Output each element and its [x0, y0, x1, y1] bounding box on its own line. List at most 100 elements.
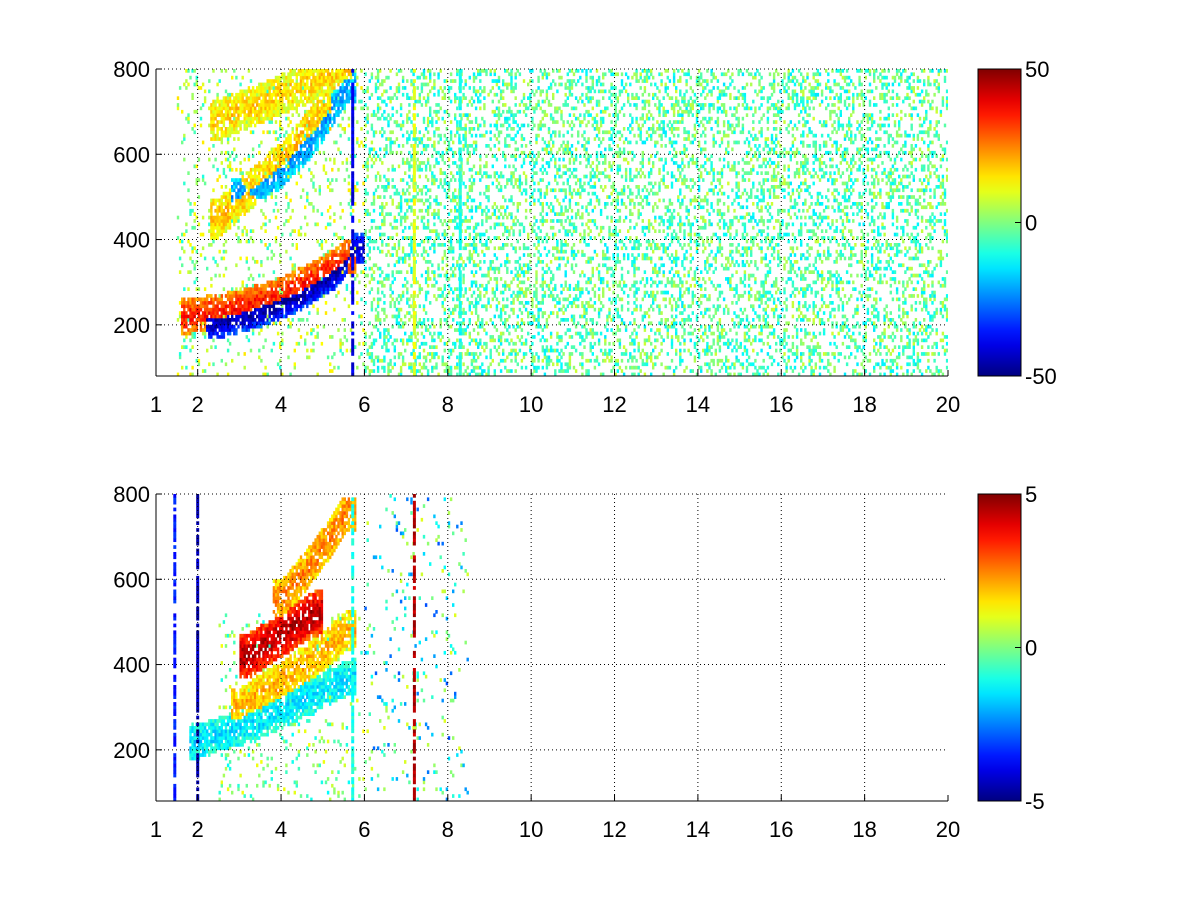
- heatmap-cell: [322, 167, 326, 172]
- heatmap-cell: [201, 215, 205, 220]
- heatmap-cell: [226, 103, 230, 107]
- heatmap-cell: [329, 157, 332, 162]
- heatmap-cell: [433, 92, 436, 97]
- heatmap-cell: [395, 318, 399, 322]
- heatmap-cell: [222, 167, 226, 172]
- heatmap-cell: [251, 109, 255, 114]
- heatmap-cell: [412, 195, 415, 199]
- heatmap-cell: [468, 75, 471, 80]
- heatmap-cell: [481, 116, 484, 121]
- heatmap-cell: [256, 99, 259, 104]
- heatmap-cell: [272, 181, 276, 186]
- heatmap-cell: [497, 99, 501, 104]
- heatmap-cell: [491, 260, 494, 264]
- heatmap-cell: [201, 140, 205, 145]
- heatmap-cell: [522, 96, 526, 100]
- heatmap-cell: [351, 270, 355, 274]
- heatmap-cell: [220, 198, 223, 203]
- heatmap-cell: [299, 283, 303, 288]
- heatmap-cell: [497, 335, 501, 339]
- heatmap-cell: [449, 311, 453, 315]
- heatmap-cell: [256, 96, 259, 100]
- heatmap-cell: [449, 249, 453, 254]
- heatmap-cell: [343, 273, 346, 278]
- heatmap-cell: [295, 290, 298, 295]
- heatmap-cell: [345, 239, 349, 244]
- heatmap-cell: [435, 345, 438, 349]
- heatmap-cell: [276, 137, 280, 141]
- heatmap-cell: [270, 174, 273, 179]
- heatmap-cell: [224, 103, 228, 107]
- heatmap-cell: [410, 338, 413, 343]
- heatmap-cell: [264, 229, 267, 233]
- heatmap-cell: [306, 283, 309, 288]
- heatmap-cell: [279, 127, 282, 131]
- heatmap-cell: [374, 324, 378, 329]
- heatmap-cell: [281, 154, 284, 158]
- heatmap-cell: [479, 372, 482, 376]
- heatmap-cell: [193, 219, 196, 223]
- heatmap-cell: [420, 372, 424, 376]
- heatmap-cell: [272, 294, 276, 298]
- heatmap-cell: [262, 181, 265, 186]
- heatmap-cell: [424, 198, 428, 203]
- heatmap-cell: [429, 324, 432, 329]
- heatmap-cell: [295, 147, 298, 152]
- heatmap-cell: [241, 328, 244, 332]
- heatmap-cell: [383, 174, 386, 179]
- heatmap-cell: [283, 75, 286, 80]
- heatmap-cell: [224, 69, 228, 73]
- heatmap-cell: [268, 307, 271, 312]
- heatmap-cell: [191, 324, 194, 329]
- heatmap-cell: [420, 150, 424, 155]
- heatmap-cell: [502, 304, 505, 309]
- heatmap-cell: [354, 256, 357, 261]
- heatmap-cell: [247, 297, 251, 302]
- heatmap-cell: [339, 99, 342, 104]
- heatmap-cell: [385, 328, 388, 332]
- heatmap-cell: [339, 266, 342, 271]
- heatmap-cell: [431, 365, 434, 370]
- heatmap-cell: [339, 150, 342, 155]
- heatmap-cell: [189, 270, 192, 274]
- heatmap-cell: [216, 331, 219, 336]
- heatmap-cell: [289, 256, 292, 261]
- heatmap-cell: [183, 321, 186, 326]
- heatmap-cell: [429, 164, 432, 169]
- heatmap-cell: [410, 178, 413, 182]
- heatmap-cell: [447, 369, 451, 373]
- heatmap-cell: [343, 249, 346, 254]
- heatmap-cell: [474, 120, 478, 124]
- heatmap-cell: [472, 246, 476, 251]
- heatmap-cell: [235, 181, 238, 186]
- heatmap-cell: [185, 116, 188, 121]
- heatmap-cell: [477, 301, 480, 305]
- heatmap-cell: [306, 154, 309, 158]
- heatmap-cell: [391, 270, 394, 274]
- heatmap-cell: [443, 311, 446, 315]
- heatmap-cell: [274, 297, 278, 302]
- heatmap-cell: [443, 205, 446, 210]
- heatmap-cell: [231, 219, 234, 223]
- heatmap-cell: [299, 82, 303, 87]
- heatmap-cell: [341, 256, 344, 261]
- heatmap-cell: [510, 174, 513, 179]
- heatmap-cell: [479, 297, 482, 302]
- heatmap-cell: [245, 307, 248, 312]
- heatmap-cell: [424, 167, 428, 172]
- heatmap-cell: [276, 362, 280, 367]
- heatmap-cell: [379, 106, 382, 111]
- heatmap-cell: [470, 120, 474, 124]
- heatmap-cell: [339, 273, 342, 278]
- heatmap-cell: [389, 335, 392, 339]
- heatmap-cell: [391, 198, 394, 203]
- heatmap-cell: [228, 324, 232, 329]
- heatmap-cell: [187, 287, 190, 291]
- heatmap-cell: [206, 311, 209, 315]
- heatmap-cell: [395, 205, 399, 210]
- heatmap-cell: [397, 86, 401, 90]
- heatmap-cell: [370, 225, 374, 230]
- heatmap-cell: [306, 72, 309, 77]
- heatmap-cell: [395, 137, 399, 141]
- heatmap-cell: [372, 324, 376, 329]
